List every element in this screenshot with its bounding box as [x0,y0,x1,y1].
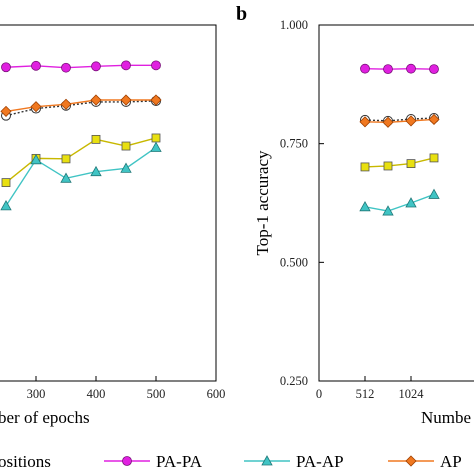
legend-entry-label: PA-AP [296,452,344,471]
panel-a-series-4-line [5,137,157,184]
panel-a-x-ticks: 300 400 500 600 [27,376,226,401]
panel-b-frame [318,24,474,382]
panel-a-series-3 [0,94,162,117]
panel-b-series-3-point [359,116,371,128]
panel-b-series-3 [359,113,440,128]
panel-a-x-tick-label: 600 [207,387,226,401]
panel-a-series-5 [0,141,162,211]
legend: ositions PA-PA PA-AP AP [0,452,462,471]
panel-a-x-axis-label: ber of epochs [0,408,90,427]
panel-b-series-4 [360,153,439,172]
panel-b-x-tick-label: 1024 [399,387,425,401]
panel-b-series-4-point [406,159,416,169]
panel-a-series-1-point [61,62,71,73]
panel-b-y-ticks: 1.000 0.750 0.500 0.250 [280,18,324,388]
panel-a-series-4-point [1,178,11,187]
panel-b-series-1-point [429,64,439,75]
panel-a-series-3-point [0,105,12,117]
panel-a-series-5-point [90,165,102,177]
panel-a-series-3-point [60,98,72,110]
legend-entry-label: AP [440,452,462,471]
legend-marker [122,456,132,466]
panel-b-series-3-line [364,118,435,124]
panel-b-series-4-point [383,161,393,171]
panel-a-series-1-point [1,62,11,73]
legend-entry-ap: AP [388,452,462,471]
panel-a-series-4-point [151,133,161,143]
panel-a-series-1-point [121,60,131,71]
panel-b-y-tick-label: 0.500 [280,255,308,269]
panel-b-series-5-point [382,205,394,216]
panel-a-series-4-point [61,154,71,164]
panel-b-series-3-point [428,113,440,126]
panel-b-x-tick-label: 512 [356,387,375,401]
panel-b-series-2-line [364,117,435,122]
panel-b-series-4-point [360,162,370,172]
panel-a-series-2-line [5,100,157,117]
panel-b-series-5-line [364,193,435,212]
panel-b-label: b [236,3,247,25]
legend-entry-pa-ap: PA-AP [244,452,344,471]
panel-b-series [359,63,440,216]
panel-b-y-axis-label: Top-1 accuracy [253,150,272,255]
panel-a-series-5-point [150,141,162,152]
panel-a-x-tick-label: 400 [87,387,106,401]
panel-a-series [0,60,162,211]
panel-a-series-5-point [0,200,12,211]
legend-partial-label: ositions [0,452,51,471]
legend-entry-label: PA-PA [156,452,203,471]
panel-b-series-5-point [405,197,417,208]
panel-b-series-1-point [406,63,416,74]
panel-b-y-tick-label: 1.000 [280,18,308,32]
panel-a-series-3-point [90,94,102,106]
panel-a-series-3-point [120,94,132,106]
panel-a-series-3-point [150,94,162,106]
panel-a-series-1-point [151,60,161,71]
panel-b: b 1.000 0.750 0.500 0.250 0 512 1024 Top-1 ac… [236,3,474,427]
panel-b-series-3-point [405,115,417,127]
panel-a-frame [0,24,217,382]
panel-b-series-1-point [383,64,393,75]
panel-b-series-5-point [428,188,440,199]
panel-a-series-4 [1,133,161,187]
panel-a-series-4-point [121,141,131,151]
panel-b-series-4-line [364,157,435,168]
panel-b-series-3-point [382,116,394,128]
panel-b-series-4-point [429,153,439,163]
panel-a-series-3-point [30,101,42,113]
panel-b-x-ticks: 0 512 1024 [316,376,424,401]
panel-b-y-tick-label: 0.250 [280,374,308,388]
panel-a-series-5-line [5,146,157,207]
panel-a-series-4-point [91,134,101,144]
panel-a-series-1-line [5,64,156,69]
panel-b-y-tick-label: 0.750 [280,137,308,151]
panel-b-x-axis-label: Numbe [421,408,471,427]
panel-a-x-tick-label: 500 [147,387,166,401]
legend-entry-pa-pa: PA-PA [104,452,203,471]
panel-b-series-5-point [359,200,371,212]
panel-b-series-5 [359,188,440,216]
panel-a-x-tick-label: 300 [27,387,46,401]
panel-a-series-1-point [91,61,101,72]
legend-marker [405,455,417,467]
panel-a-series-5-point [30,153,42,165]
panel-a-series-1-point [31,60,41,71]
panel-a-series-5-point [60,172,72,183]
panel-b-series-1 [360,63,439,75]
panel-a: 300 400 500 600 ber of epochs [0,24,226,427]
panel-a-series-5-point [120,162,132,173]
legend-marker [261,455,273,466]
panel-b-x-tick-label: 0 [316,387,322,401]
panel-b-series-1-point [360,63,370,74]
panel-a-series-1 [1,60,161,73]
